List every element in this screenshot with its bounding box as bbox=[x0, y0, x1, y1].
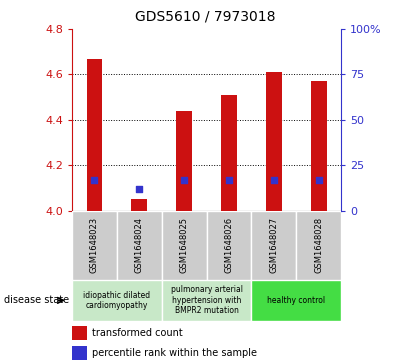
Bar bbox=[311, 81, 327, 211]
Bar bbox=[296, 211, 341, 280]
Point bbox=[270, 177, 277, 183]
Bar bbox=[252, 280, 341, 321]
Bar bbox=[72, 326, 87, 340]
Point bbox=[181, 177, 187, 183]
Bar bbox=[117, 211, 162, 280]
Point bbox=[91, 177, 98, 183]
Text: GSM1648026: GSM1648026 bbox=[224, 217, 233, 273]
Text: healthy control: healthy control bbox=[267, 296, 326, 305]
Text: transformed count: transformed count bbox=[92, 329, 183, 338]
Text: GSM1648025: GSM1648025 bbox=[180, 217, 189, 273]
Bar bbox=[221, 95, 237, 211]
Bar bbox=[86, 58, 102, 211]
Bar bbox=[162, 211, 206, 280]
Bar bbox=[132, 199, 147, 211]
Bar bbox=[162, 280, 252, 321]
Point bbox=[136, 186, 143, 192]
Text: GDS5610 / 7973018: GDS5610 / 7973018 bbox=[135, 9, 276, 23]
Bar bbox=[252, 211, 296, 280]
Text: GSM1648027: GSM1648027 bbox=[269, 217, 278, 273]
Text: GSM1648024: GSM1648024 bbox=[135, 217, 144, 273]
Text: GSM1648023: GSM1648023 bbox=[90, 217, 99, 273]
Bar bbox=[72, 346, 87, 360]
Text: pulmonary arterial
hypertension with
BMPR2 mutation: pulmonary arterial hypertension with BMP… bbox=[171, 285, 242, 315]
Bar bbox=[266, 72, 282, 211]
Bar bbox=[72, 211, 117, 280]
Text: percentile rank within the sample: percentile rank within the sample bbox=[92, 348, 257, 358]
Text: GSM1648028: GSM1648028 bbox=[314, 217, 323, 273]
Bar bbox=[206, 211, 252, 280]
Point bbox=[315, 177, 322, 183]
Bar bbox=[72, 280, 162, 321]
Text: idiopathic dilated
cardiomyopathy: idiopathic dilated cardiomyopathy bbox=[83, 291, 150, 310]
Text: disease state: disease state bbox=[4, 295, 69, 305]
Point bbox=[226, 177, 232, 183]
Bar bbox=[176, 111, 192, 211]
